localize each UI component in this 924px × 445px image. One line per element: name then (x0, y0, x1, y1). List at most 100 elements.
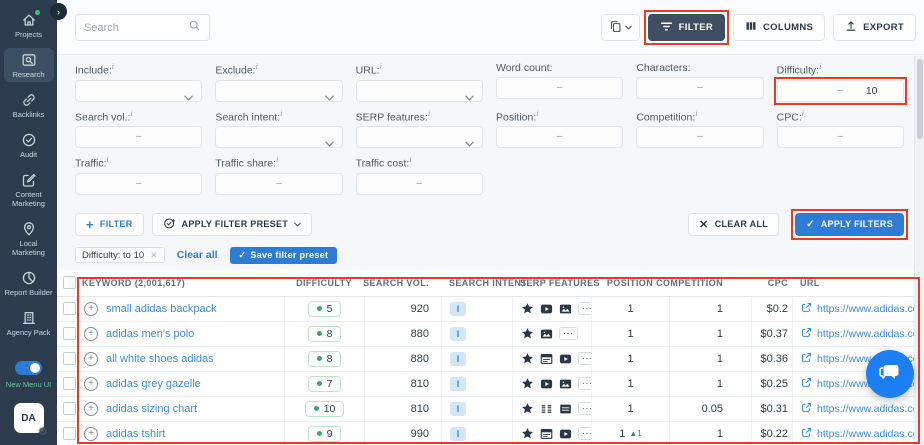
filter-button[interactable]: FILTER (648, 14, 725, 41)
exclude-select[interactable] (215, 80, 342, 102)
expand-plus-icon[interactable]: + (84, 377, 98, 391)
competition-range-input[interactable]: – (636, 126, 763, 148)
apply-filter-preset-button[interactable]: APPLY FILTER PRESET (152, 213, 313, 236)
serp-more-button[interactable]: ··· (578, 352, 591, 365)
serp-more-button[interactable]: ··· (578, 302, 591, 315)
column-header-serp-features[interactable]: SERP FEATURES (512, 270, 591, 296)
range-to-value[interactable]: 10 (840, 85, 903, 97)
row-checkbox[interactable] (63, 352, 76, 365)
serp-features-select[interactable] (356, 126, 483, 148)
column-header-search-intent[interactable]: SEARCH INTENT (441, 270, 512, 296)
scrollbar-track[interactable] (914, 56, 924, 445)
intent-informational-badge[interactable]: I (450, 302, 466, 316)
keyword-link[interactable]: adidas men's polo (106, 328, 194, 340)
sidebar-expand-button[interactable]: › (50, 3, 67, 20)
expand-plus-icon[interactable]: + (84, 327, 98, 341)
serp-more-button[interactable]: ··· (559, 327, 578, 340)
keyword-link[interactable]: small adidas backpack (106, 303, 217, 315)
info-icon: i (695, 109, 697, 118)
column-header-cpc[interactable]: CPC (751, 270, 792, 296)
expand-plus-icon[interactable]: + (84, 352, 98, 366)
url-select[interactable] (356, 80, 483, 102)
column-header-search-vol[interactable]: SEARCH VOL. (364, 270, 441, 296)
intent-informational-badge[interactable]: I (450, 377, 466, 391)
filter-label: Exclude:i (215, 62, 342, 77)
traffic-cost-range-input[interactable]: – (356, 173, 483, 195)
chip-remove-icon[interactable]: ✕ (150, 250, 158, 261)
expand-plus-icon[interactable]: + (84, 402, 98, 416)
sidebar-item-agency-pack[interactable]: Agency Pack (4, 306, 54, 340)
sidebar-item-content-marketing[interactable]: Content Marketing (4, 168, 54, 211)
column-header-difficulty[interactable]: DIFFICULTY (284, 270, 364, 296)
intent-informational-badge[interactable]: I (450, 327, 466, 341)
url-link[interactable]: https://www.adidas.co (817, 303, 919, 315)
apply-filters-button[interactable]: ✓ APPLY FILTERS (795, 213, 904, 236)
intent-informational-badge[interactable]: I (450, 402, 466, 416)
serp-features-cell: ··· (512, 297, 591, 321)
url-link[interactable]: https://www.adidas.co (817, 428, 919, 440)
column-header-keyword-2-001-617[interactable]: KEYWORD (2,001,617) (57, 270, 284, 296)
chat-widget-button[interactable] (866, 350, 914, 398)
keyword-link[interactable]: all white shoes adidas (106, 353, 214, 365)
keyword-link[interactable]: adidas sizing chart (106, 403, 197, 415)
position-range-input[interactable]: – (496, 126, 623, 148)
new-menu-toggle[interactable] (15, 361, 42, 375)
expand-plus-icon[interactable]: + (84, 302, 98, 316)
cpc-range-input[interactable]: – (777, 126, 904, 148)
sidebar-item-backlinks[interactable]: Backlinks (4, 88, 54, 122)
columns-button[interactable]: COLUMNS (733, 14, 825, 41)
column-header-url[interactable]: URL (792, 270, 924, 296)
scrollbar-thumb[interactable] (917, 59, 923, 139)
sidebar-item-audit[interactable]: Audit (4, 128, 54, 162)
select-all-checkbox[interactable] (63, 276, 76, 289)
sidebar-item-report-builder[interactable]: Report Builder (4, 266, 54, 300)
filter-chip-difficulty[interactable]: Difficulty: to 10 ✕ (75, 247, 165, 263)
keyword-link[interactable]: adidas grey gazelle (106, 378, 201, 390)
sidebar-item-label: Report Builder (4, 288, 54, 297)
traffic-range-input[interactable]: – (75, 173, 202, 195)
include-select[interactable] (75, 80, 202, 102)
column-header-competition[interactable]: COMPETITION (669, 270, 751, 296)
expand-plus-icon[interactable]: + (84, 427, 98, 441)
url-link[interactable]: https://www.adidas.co (817, 403, 919, 415)
sidebar-item-label: Local Marketing (4, 239, 54, 257)
export-button[interactable]: EXPORT (833, 14, 916, 41)
characters-range-input[interactable]: – (636, 77, 763, 99)
keyword-link[interactable]: adidas tshirt (106, 428, 165, 440)
search-intent-cell: I (441, 422, 512, 445)
serp-more-button[interactable]: ··· (578, 427, 591, 440)
clear-all-button[interactable]: ✕ CLEAR ALL (688, 213, 779, 236)
difficulty-range-input[interactable]: –10 (777, 80, 904, 102)
intent-informational-badge[interactable]: I (450, 427, 466, 441)
save-filter-preset-button[interactable]: ✓ Save filter preset (230, 247, 338, 264)
position-value: 1 (619, 428, 625, 440)
serp-more-button[interactable]: ··· (578, 377, 591, 390)
search-volume-cell: 880 (364, 322, 441, 346)
word-count-range-input[interactable]: – (496, 77, 623, 99)
chips-clear-all-link[interactable]: Clear all (177, 249, 218, 261)
add-filter-button[interactable]: + FILTER (75, 213, 144, 236)
search-vol-range-input[interactable]: – (75, 126, 202, 148)
user-avatar[interactable]: DA ⚙ (14, 403, 44, 433)
sidebar-item-research[interactable]: Research (4, 48, 54, 82)
copy-button[interactable] (601, 14, 640, 41)
search-input[interactable] (84, 22, 188, 34)
app-window: Projects Research Backlinks Audit Content Ma… (0, 0, 924, 445)
sidebar-item-local-marketing[interactable]: Local Marketing (4, 217, 54, 260)
intent-informational-badge[interactable]: I (450, 352, 466, 366)
position-value: 1 (627, 378, 633, 390)
filter-label: Include:i (75, 62, 202, 77)
table-row: +small adidas backpack5920I···11$0.2http… (57, 297, 924, 322)
row-checkbox[interactable] (63, 377, 76, 390)
url-link[interactable]: https://www.adidas.co (817, 328, 919, 340)
search-intent-select[interactable] (215, 126, 342, 148)
position-cell: 1 (591, 322, 669, 346)
row-checkbox[interactable] (63, 327, 76, 340)
settings-gear-icon[interactable]: ⚙ (39, 427, 48, 438)
traffic-share-range-input[interactable]: – (215, 173, 342, 195)
serp-more-button[interactable]: ··· (578, 402, 591, 415)
row-checkbox[interactable] (63, 402, 76, 415)
row-checkbox[interactable] (63, 427, 76, 440)
row-checkbox[interactable] (63, 302, 76, 315)
sidebar-item-projects[interactable]: Projects (4, 8, 54, 42)
